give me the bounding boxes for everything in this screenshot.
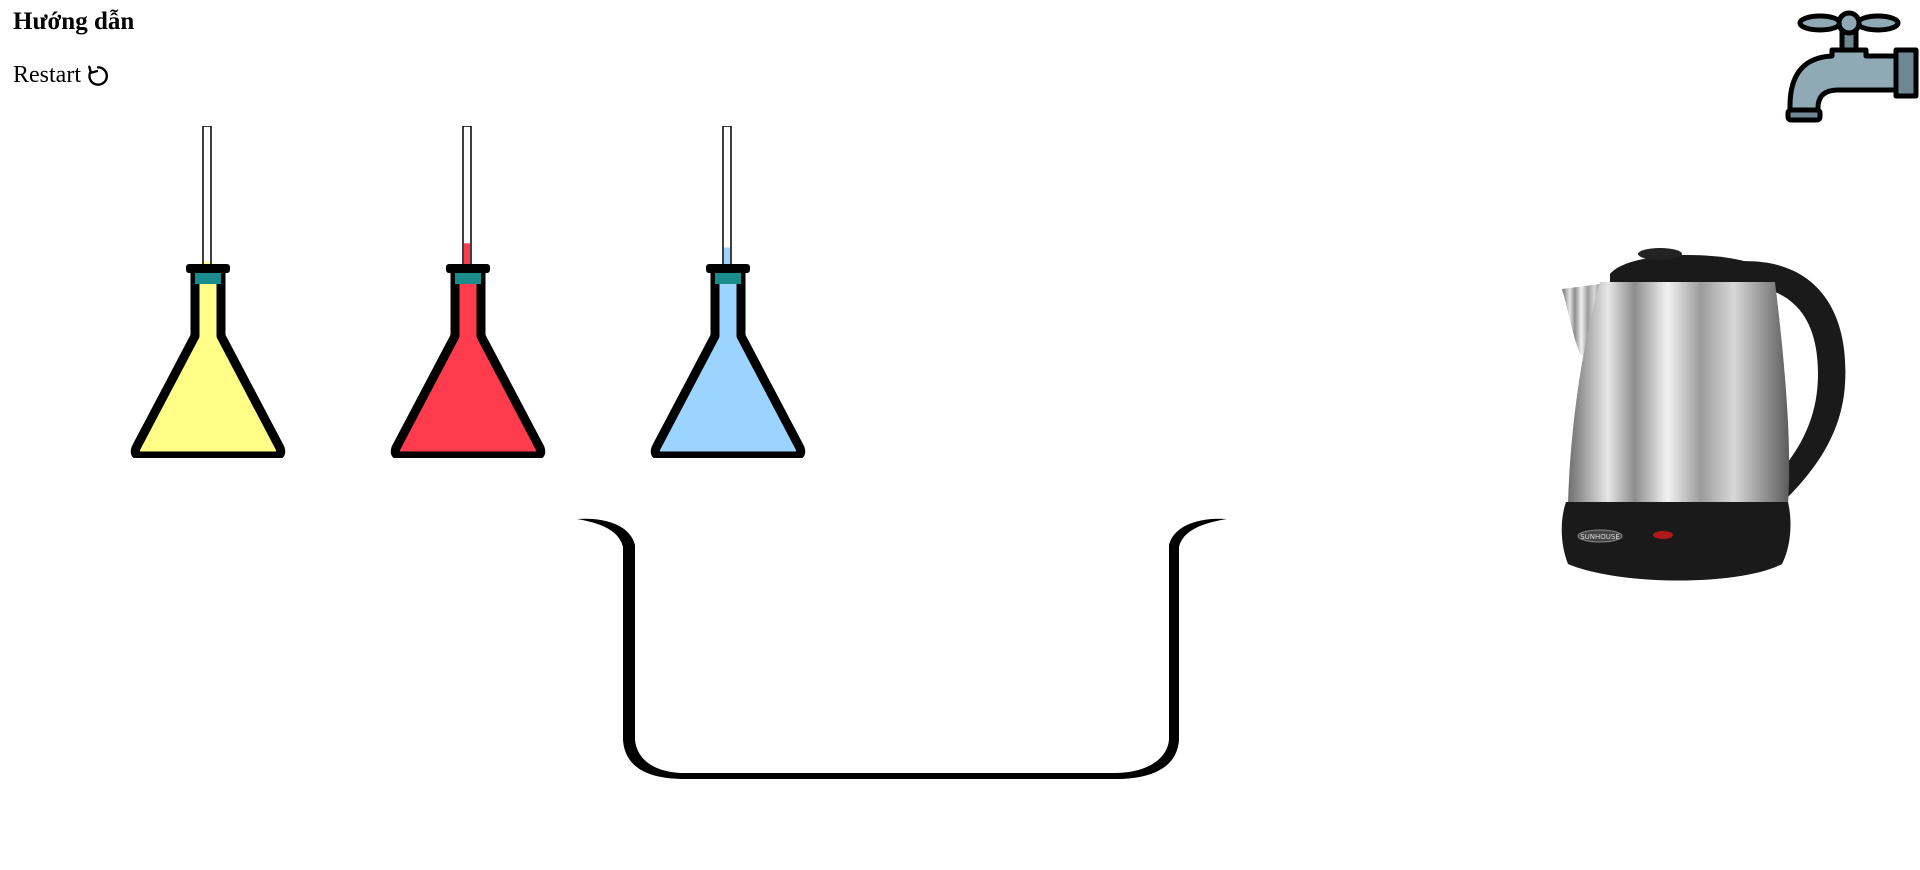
flask-tube [462, 126, 472, 270]
kettle-brand: SUNHOUSE [1580, 533, 1620, 541]
flask-stopper [455, 272, 481, 284]
restart-button[interactable]: Restart [13, 62, 111, 89]
flask-body [390, 264, 546, 458]
restart-label: Restart [13, 62, 81, 88]
flask-stopper [195, 272, 221, 284]
flask-tube [202, 126, 212, 270]
flask-body [130, 264, 286, 458]
flask-rim [446, 264, 490, 273]
flask-yellow[interactable] [128, 126, 288, 458]
flask-stopper [715, 272, 741, 284]
flask-rim [186, 264, 230, 273]
flask-tube [722, 126, 732, 270]
flask-blue[interactable] [648, 126, 808, 458]
faucet-icon[interactable] [1784, 8, 1920, 123]
kettle-power-light [1653, 531, 1673, 539]
guide-title[interactable]: Hướng dẫn [13, 8, 135, 35]
kettle-body [1568, 282, 1790, 504]
rotate-cw-icon [88, 65, 108, 86]
kettle-base [1561, 502, 1791, 581]
flask-body [650, 264, 806, 458]
kettle[interactable]: SUNHOUSE [1560, 244, 1855, 590]
flask-rim [706, 264, 750, 273]
basin[interactable] [575, 515, 1230, 780]
flask-red[interactable] [388, 126, 548, 458]
kettle-handle [1730, 261, 1846, 514]
